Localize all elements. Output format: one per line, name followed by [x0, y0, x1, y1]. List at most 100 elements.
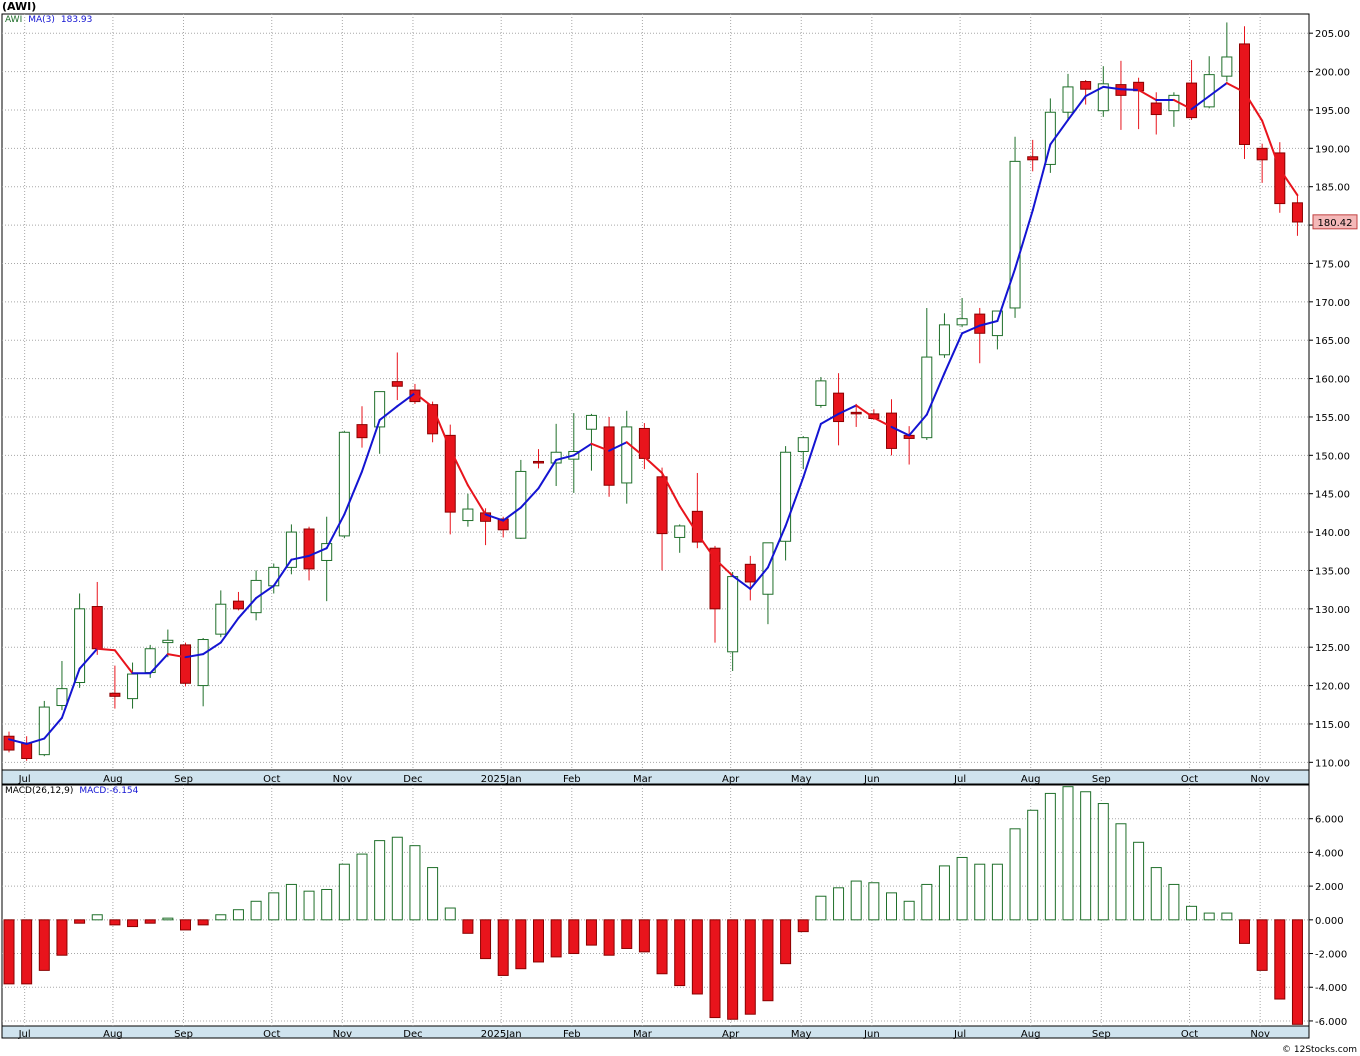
price-x-tick-label: Nov: [1250, 774, 1270, 785]
macd-y-tick-label: 0.000: [1315, 916, 1344, 927]
ma3-line-segment: [184, 653, 205, 659]
candle-body: [621, 426, 633, 484]
macd-bar: [780, 919, 792, 965]
macd-y-tick-label: -6.000: [1315, 1017, 1347, 1028]
copyright-credit: © 12Stocks.com: [1282, 1045, 1357, 1055]
price-x-tick-label: Jul: [18, 774, 31, 785]
ma3-line-segment: [943, 332, 964, 375]
macd-bar: [691, 919, 703, 995]
candle-body: [1062, 86, 1074, 113]
last-price-label: 180.42: [1318, 218, 1353, 229]
price-x-tick-label: Jun: [863, 774, 880, 785]
macd-bar: [903, 900, 915, 921]
macd-bar: [1062, 786, 1074, 921]
ma3-line-segment: [60, 667, 81, 719]
last-price-tag: [1312, 214, 1358, 230]
ma3-line-segment: [1067, 95, 1087, 121]
ma3-line-segment: [1243, 91, 1264, 122]
candle-body: [991, 310, 1003, 337]
candle-body: [1150, 102, 1162, 116]
ma3-line-segment: [802, 422, 822, 479]
macd-bar: [303, 890, 315, 921]
candle-body: [56, 688, 68, 707]
price-x-tick-label: Aug: [103, 774, 123, 785]
macd-bar: [1274, 919, 1286, 1000]
ma3-line-segment: [519, 487, 540, 509]
ma3-line-segment: [1278, 168, 1299, 197]
macd-bar: [38, 919, 50, 971]
ma3-line-segment: [202, 641, 222, 656]
price-y-tick-label: 135.00: [1315, 566, 1350, 577]
price-x-tick-label: Oct: [263, 774, 280, 785]
ma3-line-segment: [678, 504, 699, 535]
macd-x-tick-label: Jul: [953, 1029, 966, 1040]
candle-body: [91, 606, 103, 650]
ma3-line-segment: [502, 506, 522, 522]
candle-body: [850, 411, 862, 415]
candle-body: [1291, 202, 1303, 223]
macd-bar: [991, 863, 1003, 921]
ma3-line-segment: [590, 442, 611, 452]
macd-bar: [1256, 919, 1268, 971]
candle-body: [709, 547, 721, 610]
macd-bar: [127, 919, 139, 928]
price-y-tick-label: 120.00: [1315, 682, 1350, 693]
macd-bar: [1133, 841, 1145, 921]
ma3-line-segment: [484, 513, 505, 522]
legend-ma-label: MA(3): [28, 15, 55, 25]
ma3-line-segment: [1084, 85, 1105, 98]
ma3-line-segment: [149, 653, 169, 675]
price-x-tick-label: Sep: [1092, 774, 1111, 785]
macd-bar: [656, 919, 668, 975]
macd-bar: [797, 919, 809, 933]
macd-bar: [938, 865, 950, 921]
ma3-line-segment: [731, 574, 752, 590]
macd-x-axis-band: [1, 1025, 1310, 1039]
macd-bar: [974, 863, 986, 921]
ma3-line-segment: [361, 419, 381, 473]
macd-bar: [1203, 912, 1215, 921]
ma3-line-segment: [1225, 82, 1246, 94]
candle-body: [656, 476, 668, 535]
ma3-line-segment: [166, 653, 187, 659]
price-y-tick-label: 205.00: [1315, 29, 1350, 40]
macd-bar: [462, 919, 474, 934]
macd-bar: [374, 840, 386, 921]
price-y-tick-label: 115.00: [1315, 720, 1350, 731]
candle-body: [1221, 56, 1233, 77]
legend-ma-value: 183.93: [60, 15, 93, 25]
candle-body: [833, 392, 845, 423]
macd-bar: [91, 914, 103, 921]
ma3-line-segment: [466, 484, 487, 516]
macd-bar: [144, 919, 156, 924]
legend-macd-label: MACD(26,12,9): [5, 786, 74, 796]
macd-bar: [886, 892, 897, 921]
ma3-line-segment: [43, 716, 63, 740]
macd-bar: [1009, 828, 1021, 921]
candle-body: [797, 437, 809, 452]
candle-body: [815, 380, 827, 406]
candle-body: [727, 576, 739, 653]
candle-body: [38, 706, 50, 756]
macd-bar: [727, 919, 739, 1020]
macd-x-tick-label: Sep: [174, 1029, 193, 1040]
ma3-line-segment: [1208, 82, 1228, 98]
ma3-line-segment: [219, 617, 240, 644]
macd-bar: [1168, 883, 1180, 921]
price-y-tick-label: 160.00: [1315, 375, 1350, 386]
legend-macd-value: MACD:-6.154: [79, 786, 139, 796]
ma3-line-segment: [1137, 88, 1158, 101]
macd-bar: [444, 907, 456, 921]
macd-bar: [356, 853, 368, 921]
price-x-tick-label: Jul: [953, 774, 966, 785]
macd-bar: [215, 914, 227, 921]
macd-x-tick-label: Feb: [563, 1029, 581, 1040]
macd-bar: [1150, 867, 1162, 921]
macd-bar: [568, 919, 580, 955]
ma3-line-segment: [1049, 118, 1069, 146]
candle-body: [1080, 81, 1092, 90]
price-x-tick-label: Apr: [722, 774, 740, 785]
ma3-line-segment: [308, 547, 328, 557]
chart-ticker-title: (AWI): [2, 0, 37, 13]
